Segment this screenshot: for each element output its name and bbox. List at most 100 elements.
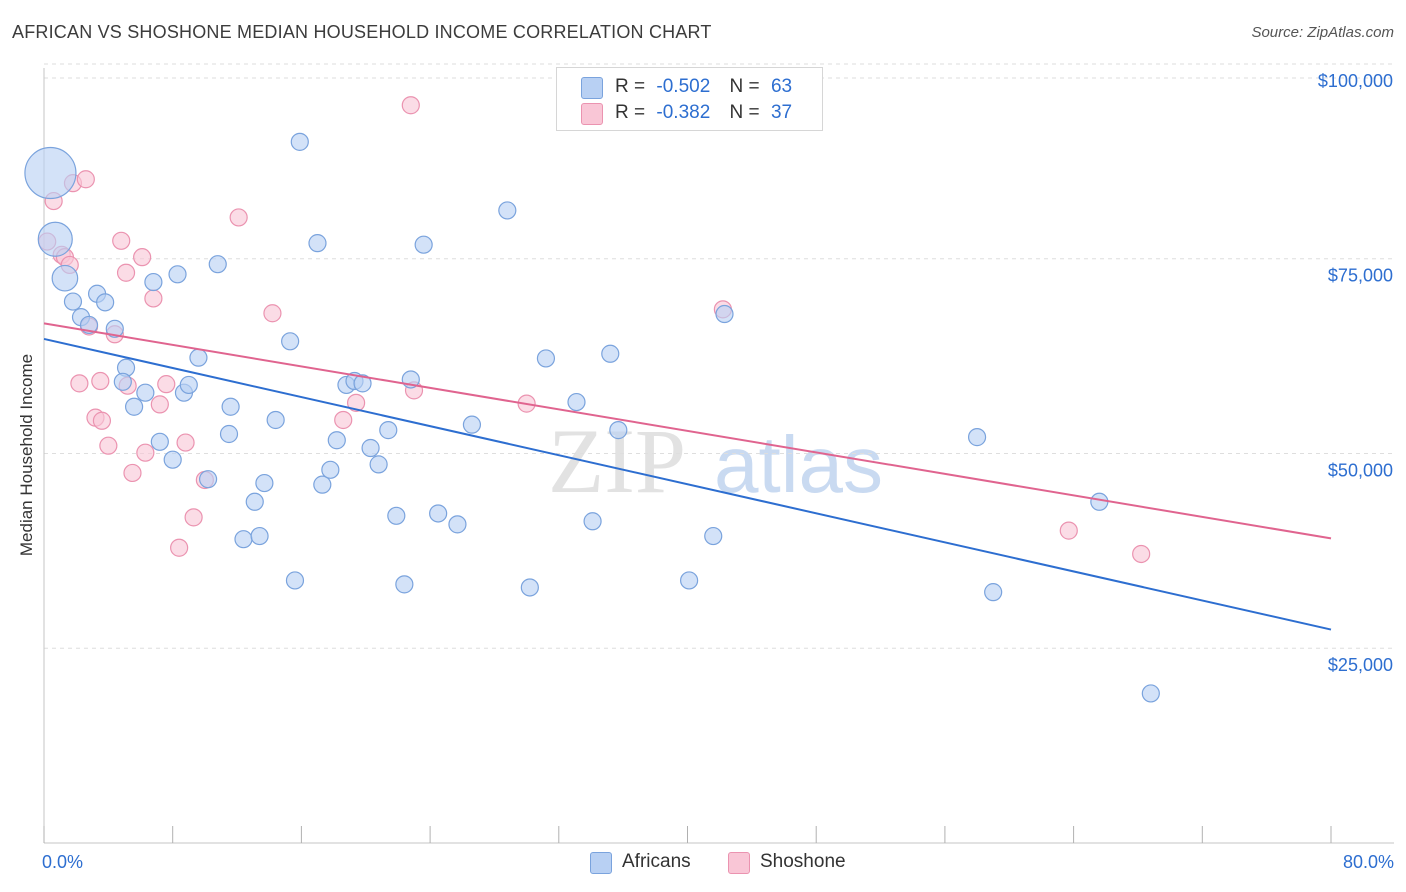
africans-swatch — [581, 77, 603, 99]
africans-n-label: N = — [729, 76, 760, 97]
shoshone-point — [133, 248, 152, 267]
africans-point — [715, 304, 734, 324]
y-tick-label: $50,000 — [1328, 460, 1393, 480]
shoshone-point — [334, 410, 353, 430]
africans-point — [198, 470, 218, 489]
africans-point — [51, 264, 79, 292]
africans-point — [520, 578, 539, 597]
africans-point — [567, 392, 586, 412]
africans-point — [448, 515, 467, 534]
africans-point — [583, 512, 602, 531]
shoshone-point — [157, 375, 176, 394]
shoshone-n-label: N = — [729, 102, 760, 123]
x-tick-label-min: 0.0% — [42, 852, 84, 872]
africans-point — [462, 415, 482, 434]
africans-r-label: R = — [615, 76, 646, 97]
watermark-atlas: atlas — [714, 420, 883, 509]
africans-points — [24, 132, 1160, 703]
shoshone-n-value: 37 — [770, 102, 793, 123]
source-note: Source: ZipAtlas.com — [1251, 24, 1394, 41]
shoshone-r-label: R = — [615, 102, 646, 123]
africans-point — [219, 424, 239, 444]
shoshone-r-value: -0.382 — [656, 102, 711, 123]
shoshone-point — [91, 371, 110, 391]
shoshone-legend-swatch — [728, 852, 750, 874]
africans-point — [387, 506, 406, 525]
gridlines — [44, 63, 1394, 649]
shoshone-point — [170, 538, 189, 557]
africans-point — [113, 372, 132, 391]
africans-point — [353, 374, 372, 393]
africans-point — [609, 421, 628, 440]
africans-trend-line — [43, 337, 1332, 631]
africans-point — [680, 571, 699, 590]
africans-point — [266, 410, 285, 430]
africans-point — [984, 583, 1003, 602]
zipatlas-watermark: ZIP atlas — [548, 410, 883, 512]
shoshone-point — [1059, 521, 1078, 540]
africans-point — [704, 526, 723, 546]
africans-point — [395, 575, 414, 594]
shoshone-point — [150, 395, 169, 414]
y-tick-label: $100,000 — [1318, 71, 1393, 91]
africans-point — [414, 235, 433, 254]
africans-point — [234, 530, 253, 549]
africans-point — [37, 221, 73, 257]
shoshone-legend-label: Shoshone — [760, 851, 846, 872]
africans-point — [163, 450, 182, 469]
africans-point — [361, 438, 380, 458]
africans-point — [105, 319, 124, 338]
shoshone-point — [116, 263, 136, 282]
africans-point — [189, 348, 208, 367]
africans-point — [313, 475, 332, 494]
africans-point — [290, 132, 309, 151]
africans-point — [327, 431, 346, 450]
africans-point — [221, 397, 240, 416]
shoshone-point — [1132, 544, 1151, 564]
africans-point — [967, 428, 987, 447]
africans-point — [601, 344, 620, 363]
shoshone-point — [346, 393, 366, 412]
africans-n-value: 63 — [770, 76, 793, 97]
africans-point — [369, 455, 388, 474]
shoshone-point — [92, 411, 112, 430]
shoshone-point — [229, 208, 248, 227]
africans-point — [321, 460, 340, 479]
africans-point — [281, 332, 300, 351]
africans-point — [96, 293, 115, 312]
africans-point — [208, 255, 227, 274]
correlation-legend: R = -0.502 N = 63 R = -0.382 N = 37 — [556, 67, 823, 131]
shoshone-point — [176, 433, 195, 452]
shoshone-point — [70, 374, 89, 393]
y-tick-labels: $25,000 $50,000 $75,000 $100,000 — [1318, 71, 1393, 675]
shoshone-point — [136, 443, 155, 462]
africans-point — [379, 421, 398, 440]
x-tick-label-max: 80.0% — [1342, 852, 1394, 872]
shoshone-point — [99, 436, 118, 455]
chart-title: AFRICAN VS SHOSHONE MEDIAN HOUSEHOLD INC… — [12, 22, 712, 42]
africans-point — [536, 349, 556, 368]
africans-legend-label: Africans — [622, 851, 691, 872]
shoshone-point — [112, 231, 131, 250]
shoshone-point — [76, 170, 95, 189]
shoshone-point — [144, 289, 163, 308]
africans-point — [1090, 492, 1109, 511]
shoshone-swatch — [581, 103, 603, 125]
shoshone-point — [123, 463, 142, 483]
africans-point — [245, 492, 264, 511]
africans-point — [285, 571, 305, 590]
shoshone-point — [184, 508, 203, 527]
africans-point — [179, 375, 198, 395]
shoshone-point — [263, 304, 282, 323]
africans-point — [124, 397, 144, 416]
africans-point — [429, 504, 448, 523]
y-tick-label: $25,000 — [1328, 655, 1393, 675]
y-tick-label: $75,000 — [1328, 266, 1393, 286]
africans-point — [255, 473, 274, 493]
africans-point — [1141, 684, 1160, 703]
africans-point — [168, 265, 187, 284]
africans-point — [308, 234, 327, 253]
shoshone-trend-line — [43, 322, 1332, 540]
africans-point — [63, 292, 83, 311]
